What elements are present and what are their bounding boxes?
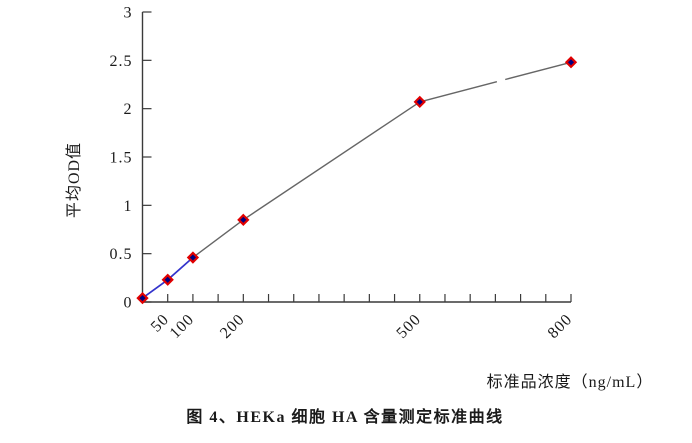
curve-gray-segment <box>505 61 572 81</box>
curve-gray-segment <box>192 101 421 259</box>
data-point-marker <box>136 291 149 305</box>
x-tick-label: 500 <box>393 311 424 342</box>
y-tick-label: 0 <box>124 295 133 312</box>
figure-caption: 图 4、HEKa 细胞 HA 含量测定标准曲线 <box>186 409 504 426</box>
data-point-marker <box>564 56 578 69</box>
x-tick-label: 800 <box>545 311 576 342</box>
y-tick-label: 3 <box>124 5 133 22</box>
y-tick-label: 0.5 <box>110 246 133 263</box>
y-axis-title: 平均OD值 <box>66 141 83 219</box>
y-tick-label: 2 <box>124 101 133 118</box>
y-tick-label: 1 <box>124 198 133 215</box>
data-point-marker <box>161 273 174 286</box>
data-point-marker <box>186 251 200 264</box>
data-point-marker <box>237 213 250 226</box>
curve-gray-segment <box>419 81 498 103</box>
x-tick-label: 100 <box>167 311 198 342</box>
data-point-marker <box>413 95 426 109</box>
y-tick-label: 2.5 <box>110 53 133 70</box>
y-tick-label: 1.5 <box>110 150 133 167</box>
x-axis-title: 标准品浓度（ng/mL） <box>486 374 654 391</box>
x-tick-label: 200 <box>217 311 248 342</box>
